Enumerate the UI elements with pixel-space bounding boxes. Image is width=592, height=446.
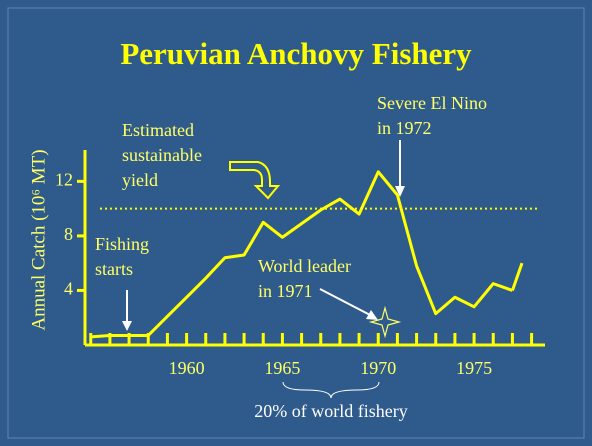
annotation: World leader	[258, 256, 351, 276]
leader-arrowhead	[366, 310, 378, 320]
annotation: Severe El Nino	[377, 93, 487, 113]
leader-arrow	[319, 288, 373, 317]
x-tick-label: 1975	[456, 358, 492, 378]
annotation: starts	[95, 259, 133, 279]
annotation: sustainable	[122, 145, 202, 165]
brace	[282, 381, 380, 399]
chart-title: Peruvian Anchovy Fishery	[120, 36, 472, 71]
annotation: yield	[122, 170, 158, 190]
x-tick-label: 1970	[360, 358, 396, 378]
y-axis-label: Annual Catch (10⁶ MT)	[28, 149, 49, 330]
y-tick-label: 4	[64, 279, 73, 299]
y-tick-label: 12	[55, 169, 73, 189]
annotation: in 1972	[377, 118, 432, 138]
data-line-end	[511, 262, 524, 291]
elnino-arrowhead	[395, 186, 405, 197]
annotation: Fishing	[95, 234, 149, 254]
x-tick-label: 1965	[264, 358, 300, 378]
y-tick-label: 8	[64, 224, 73, 244]
annotation: Estimated	[122, 120, 194, 140]
star	[368, 305, 402, 339]
data-line	[90, 170, 513, 339]
yield-arrow	[229, 161, 281, 200]
frame	[7, 7, 585, 439]
x-tick-label: 1960	[169, 358, 205, 378]
annotation: in 1971	[258, 281, 313, 301]
annotation: 20% of world fishery	[254, 401, 407, 421]
fishing-arrowhead	[122, 321, 132, 331]
